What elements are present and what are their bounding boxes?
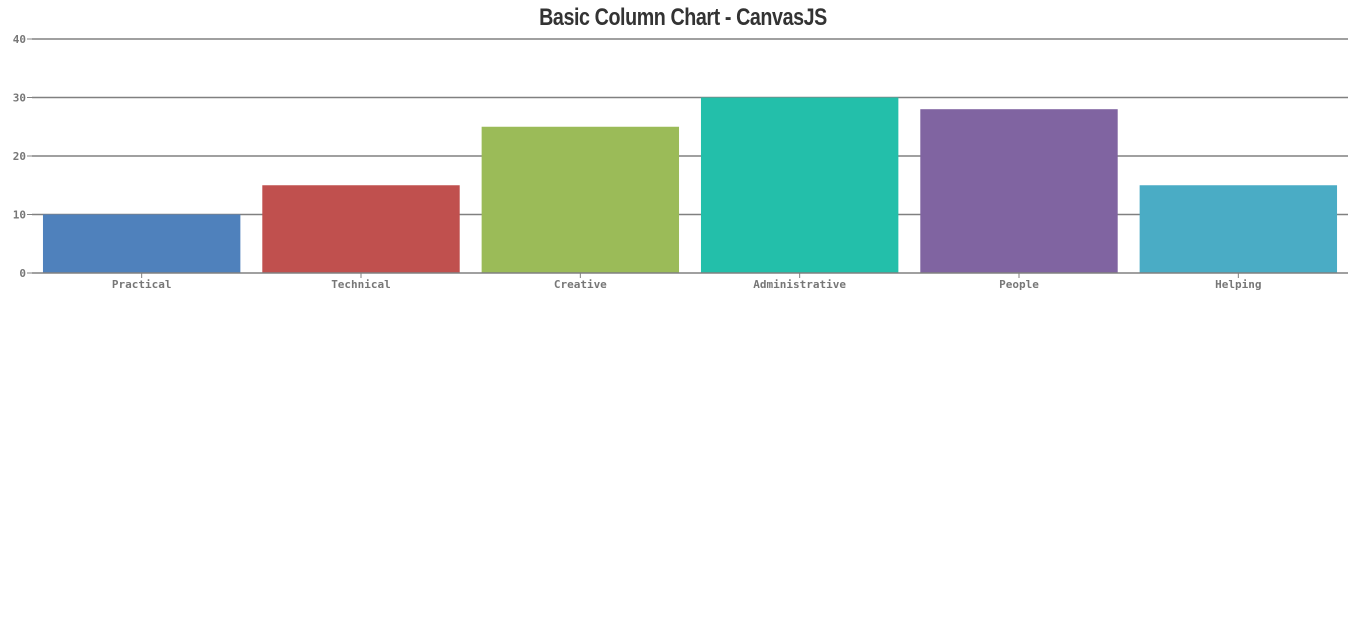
x-tick-label: Practical bbox=[112, 278, 172, 291]
bar-administrative bbox=[700, 97, 899, 273]
y-tick-label: 20 bbox=[13, 150, 26, 163]
y-tick-label: 40 bbox=[13, 33, 26, 46]
x-tick-label: Administrative bbox=[753, 278, 846, 291]
y-tick-label: 30 bbox=[13, 92, 26, 105]
x-tick-label: Technical bbox=[331, 278, 391, 291]
axes bbox=[27, 38, 1348, 278]
bar-helping bbox=[1139, 185, 1338, 273]
bars bbox=[42, 97, 1338, 273]
chart-title: Basic Column Chart - CanvasJS bbox=[539, 4, 827, 31]
x-tick-label: People bbox=[999, 278, 1039, 291]
tick-labels: 0 10 20 30 40 Practical Technical Creative Admin… bbox=[13, 33, 1262, 291]
gridlines bbox=[32, 38, 1348, 216]
bar-practical bbox=[42, 214, 241, 273]
bar-people bbox=[920, 109, 1118, 273]
y-tick-label: 10 bbox=[13, 209, 26, 222]
y-tick-label: 0 bbox=[19, 267, 26, 280]
x-tick-label: Creative bbox=[554, 278, 607, 291]
x-tick-label: Helping bbox=[1215, 278, 1261, 291]
bar-creative bbox=[481, 126, 680, 273]
bar-technical bbox=[262, 185, 460, 273]
